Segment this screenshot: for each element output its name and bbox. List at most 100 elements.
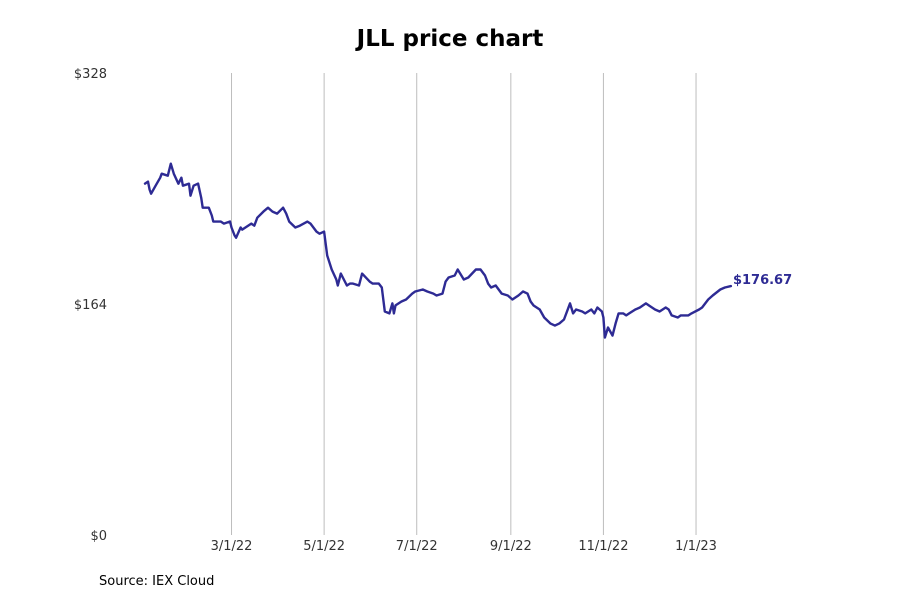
price-point — [677, 316, 679, 319]
price-point — [611, 334, 614, 337]
price-point — [569, 302, 571, 305]
price-point — [208, 206, 210, 209]
price-point — [378, 282, 380, 285]
price-point — [229, 220, 231, 223]
price-point — [250, 222, 253, 225]
price-point — [601, 310, 603, 313]
price-point — [256, 216, 259, 219]
price-point — [306, 220, 309, 223]
price-point — [326, 254, 329, 257]
price-point — [211, 214, 213, 217]
price-point — [405, 298, 407, 301]
price-point — [538, 308, 541, 311]
price-point — [394, 304, 397, 307]
price-point — [494, 284, 497, 287]
price-point — [475, 268, 477, 271]
price-point — [634, 308, 637, 311]
price-point — [253, 224, 256, 227]
price-point — [340, 272, 342, 275]
price-point — [384, 310, 386, 313]
price-point — [154, 184, 157, 187]
price-point — [554, 324, 556, 327]
price-point — [730, 285, 732, 287]
price-point — [604, 336, 606, 339]
price-point — [276, 212, 278, 215]
price-point — [271, 210, 274, 213]
price-point — [315, 230, 318, 233]
price-point — [645, 302, 647, 305]
price-point — [602, 316, 605, 319]
price-point — [711, 294, 714, 297]
y-tick-label: $0 — [90, 529, 107, 544]
price-point — [212, 220, 215, 223]
price-point — [414, 290, 417, 293]
price-point — [391, 302, 394, 305]
price-point — [719, 288, 722, 291]
price-point — [368, 280, 371, 283]
price-point — [479, 268, 482, 271]
price-point — [150, 192, 152, 195]
price-point — [294, 226, 297, 229]
price-point — [724, 286, 726, 289]
price-point — [522, 290, 524, 293]
price-point — [177, 182, 180, 185]
price-point — [426, 290, 429, 293]
price-point — [318, 232, 321, 235]
price-point — [680, 314, 682, 317]
price-point — [500, 292, 503, 295]
price-point — [182, 184, 184, 187]
price-point — [192, 184, 195, 187]
price-point — [422, 288, 424, 291]
price-point — [170, 162, 172, 165]
price-point — [648, 304, 650, 307]
x-tick-label: 11/1/22 — [578, 539, 628, 554]
price-point — [654, 308, 656, 311]
last-value-label-group: $176.67 — [733, 273, 792, 288]
price-point — [549, 322, 552, 325]
price-point — [160, 172, 163, 175]
price-point — [701, 306, 703, 309]
price-point — [233, 234, 236, 237]
price-point — [432, 292, 435, 295]
y-tick-label: $164 — [74, 298, 107, 313]
price-point — [220, 220, 222, 223]
price-point — [639, 306, 641, 309]
price-point — [381, 286, 383, 289]
price-point — [444, 280, 447, 283]
price-point — [584, 312, 586, 315]
x-tick-label: 5/1/22 — [303, 539, 345, 554]
price-point — [435, 294, 438, 297]
price-point — [670, 314, 673, 317]
grid-lines — [231, 73, 697, 535]
price-point — [323, 230, 325, 233]
price-point — [159, 176, 161, 179]
y-axis-tick-labels: $0 $164 $328 — [74, 67, 107, 544]
price-point — [197, 182, 199, 185]
price-point — [388, 312, 391, 315]
price-point — [614, 322, 617, 325]
price-point — [335, 278, 338, 281]
price-point — [349, 282, 351, 285]
price-point — [201, 206, 204, 209]
price-point — [147, 180, 149, 183]
price-point — [658, 310, 661, 313]
price-point — [447, 276, 450, 279]
price-point — [361, 272, 363, 275]
price-point — [507, 294, 509, 297]
price-point — [511, 298, 514, 301]
price-point — [309, 222, 312, 225]
y-tick-label: $328 — [74, 67, 107, 82]
price-point — [330, 268, 333, 271]
price-point — [628, 312, 630, 315]
price-point — [484, 274, 486, 277]
price-point — [529, 300, 532, 303]
price-point — [282, 206, 284, 209]
price-point — [352, 282, 354, 285]
price-point — [167, 174, 169, 177]
price-point — [200, 196, 202, 199]
price-point — [223, 222, 225, 225]
price-point — [664, 306, 667, 309]
price-point — [453, 274, 456, 277]
price-point — [371, 282, 374, 285]
